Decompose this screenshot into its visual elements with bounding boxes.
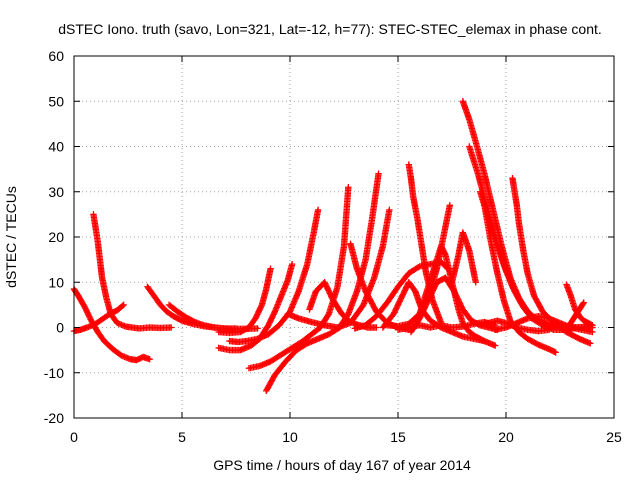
y-tick-label: 0 bbox=[56, 320, 64, 336]
data-point-marker bbox=[325, 287, 332, 294]
data-point-marker bbox=[589, 322, 596, 329]
data-point-marker bbox=[472, 279, 479, 286]
data-series bbox=[70, 98, 596, 395]
y-tick-label: -10 bbox=[44, 365, 64, 381]
data-point-marker bbox=[580, 299, 587, 306]
data-point-marker bbox=[321, 279, 328, 286]
y-tick-label: 20 bbox=[48, 229, 64, 245]
data-point-marker bbox=[397, 296, 404, 304]
data-point-marker bbox=[395, 299, 403, 306]
data-point-marker bbox=[432, 281, 439, 289]
data-series-30 bbox=[563, 299, 587, 333]
data-series-26 bbox=[481, 202, 559, 356]
data-point-marker bbox=[546, 326, 553, 333]
data-point-marker bbox=[446, 202, 454, 209]
x-tick-label: 5 bbox=[178, 429, 186, 445]
y-tick-label: -20 bbox=[44, 410, 64, 426]
data-point-marker bbox=[391, 309, 398, 316]
data-point-marker bbox=[254, 325, 261, 332]
data-series-3 bbox=[90, 211, 175, 332]
data-point-marker bbox=[429, 288, 436, 296]
data-point-marker bbox=[328, 294, 336, 301]
y-axis-label: dSTEC / TECUs bbox=[3, 186, 19, 288]
data-point-marker bbox=[415, 264, 422, 271]
data-point-marker bbox=[394, 302, 401, 309]
y-tick-label: 40 bbox=[48, 139, 64, 155]
data-point-marker bbox=[589, 328, 596, 336]
y-tick-label: 50 bbox=[48, 93, 64, 109]
data-series-6 bbox=[215, 265, 274, 337]
data-series-11 bbox=[284, 206, 393, 331]
data-point-marker bbox=[120, 301, 127, 309]
x-axis-label: GPS time / hours of day 167 of year 2014 bbox=[213, 457, 471, 473]
data-point-marker bbox=[327, 291, 334, 298]
data-point-marker bbox=[397, 295, 405, 302]
data-point-marker bbox=[579, 300, 587, 307]
data-point-marker bbox=[375, 170, 382, 177]
data-point-marker bbox=[146, 355, 153, 363]
data-point-marker bbox=[552, 349, 559, 356]
data-point-marker bbox=[328, 292, 335, 300]
x-tick-label: 0 bbox=[70, 429, 78, 445]
data-point-marker bbox=[492, 342, 499, 349]
x-tick-label: 25 bbox=[606, 429, 622, 445]
data-point-marker bbox=[324, 284, 331, 292]
data-point-marker bbox=[393, 305, 400, 312]
data-series-29 bbox=[563, 281, 596, 329]
data-series-20 bbox=[416, 242, 499, 349]
chart-title: dSTEC Iono. truth (savo, Lon=321, Lat=-1… bbox=[58, 21, 602, 37]
data-point-marker bbox=[430, 286, 437, 293]
y-tick-label: 60 bbox=[48, 48, 64, 64]
data-point-marker bbox=[392, 306, 399, 313]
data-point-marker bbox=[431, 284, 438, 292]
x-tick-label: 20 bbox=[498, 429, 514, 445]
data-series-21 bbox=[448, 229, 479, 286]
data-point-marker bbox=[391, 307, 399, 315]
data-point-marker bbox=[373, 324, 380, 331]
data-point-marker bbox=[587, 340, 594, 347]
grid-lines bbox=[74, 56, 614, 418]
x-tick-label: 10 bbox=[282, 429, 298, 445]
data-point-marker bbox=[393, 303, 401, 311]
data-series-5 bbox=[165, 301, 240, 333]
data-point-marker bbox=[326, 288, 333, 296]
data-point-marker bbox=[429, 287, 437, 294]
data-point-marker bbox=[326, 290, 334, 297]
data-point-marker bbox=[314, 206, 322, 214]
data-point-marker bbox=[322, 281, 330, 289]
data-point-marker bbox=[322, 280, 329, 287]
data-point-marker bbox=[288, 260, 296, 268]
data-point-marker bbox=[324, 286, 332, 293]
data-point-marker bbox=[396, 298, 403, 305]
data-point-marker bbox=[323, 283, 330, 290]
data-point-marker bbox=[390, 310, 397, 318]
y-tick-label: 30 bbox=[48, 184, 64, 200]
data-point-marker bbox=[168, 324, 175, 331]
data-point-marker bbox=[431, 283, 439, 290]
data-point-marker bbox=[345, 184, 352, 191]
data-point-marker bbox=[386, 206, 393, 214]
data-point-marker bbox=[395, 300, 402, 308]
data-point-marker bbox=[267, 265, 274, 272]
data-series-2 bbox=[70, 285, 153, 364]
x-tick-label: 15 bbox=[390, 429, 406, 445]
data-point-marker bbox=[119, 302, 126, 309]
y-tick-label: 10 bbox=[48, 274, 64, 290]
axis-ticks: 0 5 10 15 20 25 -20 -10 0 10 20 30 40 50 60 bbox=[44, 48, 622, 445]
